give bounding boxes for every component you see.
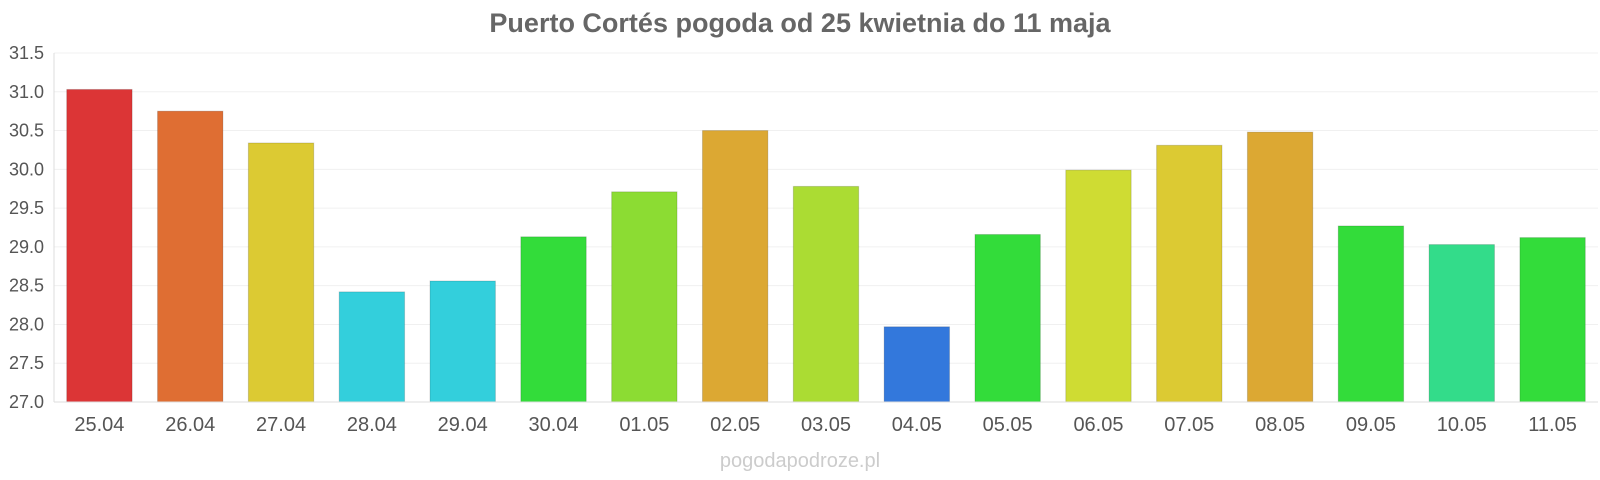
x-tick-label: 28.04 — [347, 414, 397, 436]
bar-09.05[interactable] — [1337, 225, 1405, 403]
x-tick-label: 09.05 — [1346, 414, 1396, 436]
x-tick-label: 27.04 — [256, 414, 306, 436]
x-tick-label: 01.05 — [619, 414, 669, 436]
chart-title: Puerto Cortés pogoda od 25 kwietnia do 1… — [489, 8, 1111, 38]
bar-10.05[interactable] — [1428, 244, 1495, 403]
x-tick-label: 04.05 — [892, 414, 942, 436]
x-tick-label: 26.04 — [165, 414, 215, 436]
y-tick-label: 30.0 — [9, 159, 44, 179]
x-tick-label: 11.05 — [1528, 414, 1577, 436]
y-tick-label: 29.0 — [9, 237, 44, 257]
bar-02.05[interactable] — [701, 130, 769, 403]
x-tick-label: 07.05 — [1164, 414, 1214, 436]
bar-08.05[interactable] — [1246, 131, 1314, 403]
y-tick-label: 27.5 — [9, 353, 44, 373]
bar-11.05[interactable] — [1519, 237, 1586, 403]
y-tick-label: 31.5 — [9, 43, 44, 63]
bar-29.04[interactable] — [429, 280, 496, 403]
watermark: pogodapodroze.pl — [719, 450, 881, 472]
y-tick-label: 31.0 — [9, 82, 44, 102]
x-tick-label: 29.04 — [438, 414, 488, 436]
x-tick-label: 30.04 — [528, 414, 578, 436]
bar-26.04[interactable] — [157, 110, 224, 403]
x-axis: 25.04 26.04 27.04 28.04 29.04 30.04 01.05 02.05… — [54, 401, 1598, 436]
x-tick-label: 10.05 — [1437, 414, 1487, 436]
y-tick-label: 30.5 — [9, 121, 44, 141]
x-tick-label: 03.05 — [801, 414, 851, 436]
x-tick-label: 25.04 — [74, 414, 124, 436]
bar-27.04[interactable] — [247, 142, 315, 403]
x-tick-label: 02.05 — [710, 414, 760, 436]
bar-05.05[interactable] — [974, 233, 1041, 403]
bar-28.04[interactable] — [338, 291, 406, 403]
bar-01.05[interactable] — [611, 191, 678, 403]
bars — [66, 88, 1586, 403]
y-axis: 27.0 27.5 28.0 28.5 29.0 29.5 30.0 30.5 31.0 31.5 — [9, 43, 55, 412]
x-tick-label: 08.05 — [1255, 414, 1305, 436]
bar-30.04[interactable] — [520, 236, 587, 403]
x-tick-label: 06.05 — [1073, 414, 1123, 436]
x-tick-label: 05.05 — [983, 414, 1033, 436]
bar-03.05[interactable] — [792, 185, 860, 403]
bar-07.05[interactable] — [1156, 144, 1223, 403]
y-tick-label: 27.0 — [9, 392, 44, 412]
bar-06.05[interactable] — [1065, 169, 1132, 403]
bar-04.05[interactable] — [883, 326, 951, 403]
y-tick-label: 28.0 — [9, 314, 44, 334]
bar-chart: 27.0 27.5 28.0 28.5 29.0 29.5 30.0 30.5 31.0 31.5… — [9, 43, 1598, 436]
y-tick-label: 29.5 — [9, 198, 44, 218]
y-tick-label: 28.5 — [9, 276, 44, 296]
bar-25.04[interactable] — [66, 88, 133, 403]
